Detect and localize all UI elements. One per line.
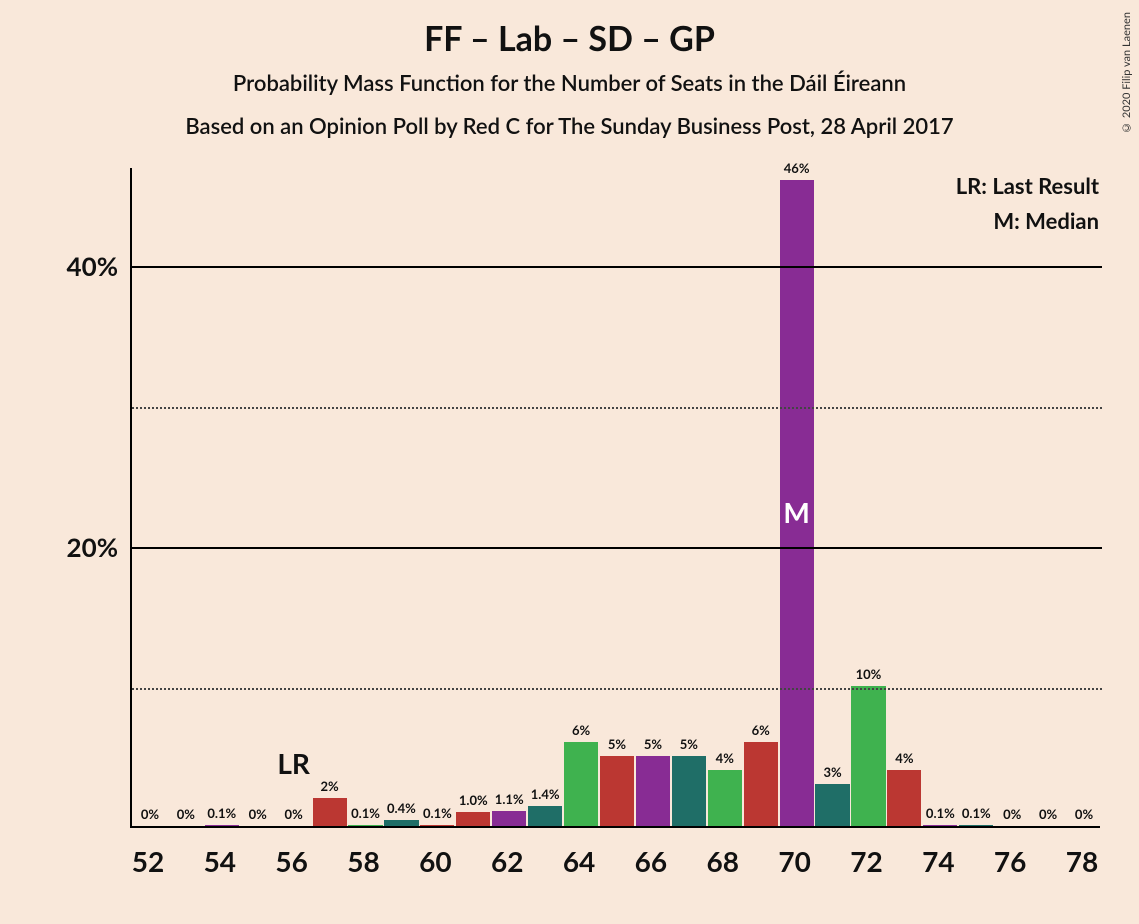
bar-seat-66 (636, 756, 670, 826)
x-tick-64: 64 (563, 844, 595, 878)
bar-seat-65 (600, 756, 634, 826)
bars-layer: 0%0%0.1%0%0%2%0.1%0.4%0.1%1.0%1.1%1.4%6%… (132, 166, 1102, 826)
x-tick-76: 76 (994, 844, 1026, 878)
bar-label-seat-72: 10% (838, 666, 898, 682)
x-tick-70: 70 (778, 844, 810, 878)
title-block: FF – Lab – SD – GP Probability Mass Func… (0, 0, 1139, 139)
median-marker: M (783, 495, 809, 529)
chart-source: Based on an Opinion Poll by Red C for Th… (0, 112, 1139, 139)
x-tick-78: 78 (1066, 844, 1098, 878)
gridline-major (132, 547, 1102, 549)
x-tick-62: 62 (491, 844, 523, 878)
plot-area: 0%0%0.1%0%0%2%0.1%0.4%0.1%1.0%1.1%1.4%6%… (130, 168, 1100, 828)
x-tick-54: 54 (204, 844, 236, 878)
x-tick-66: 66 (635, 844, 667, 878)
x-tick-60: 60 (419, 844, 451, 878)
bar-seat-62 (492, 811, 526, 826)
bar-seat-54 (205, 825, 239, 826)
y-tick-label: 40% (28, 250, 118, 282)
bar-seat-64 (564, 742, 598, 826)
x-axis: 52 54 56 58 60 62 64 66 68 70 72 74 76 78 (130, 838, 1100, 898)
x-tick-68: 68 (707, 844, 739, 878)
x-tick-56: 56 (275, 844, 307, 878)
bar-seat-63 (528, 806, 562, 826)
y-tick-label: 20% (28, 531, 118, 563)
gridline-minor (132, 407, 1102, 409)
chart-area: 0%0%0.1%0%0%2%0.1%0.4%0.1%1.0%1.1%1.4%6%… (130, 168, 1100, 828)
bar-seat-69 (744, 742, 778, 826)
bar-label-seat-70: 46% (767, 160, 827, 176)
bar-seat-58 (348, 825, 382, 826)
bar-label-seat-78: 0% (1054, 806, 1114, 822)
bar-label-seat-57: 2% (300, 778, 360, 794)
bar-seat-61 (456, 812, 490, 826)
gridline-major (132, 266, 1102, 268)
bar-seat-75 (959, 825, 993, 826)
bar-seat-60 (420, 825, 454, 826)
bar-seat-68 (708, 770, 742, 826)
bar-seat-67 (672, 756, 706, 826)
bar-seat-59 (384, 820, 418, 826)
chart-title: FF – Lab – SD – GP (0, 18, 1139, 59)
x-tick-52: 52 (132, 844, 164, 878)
gridline-minor (132, 688, 1102, 690)
bar-seat-71 (815, 784, 849, 826)
last-result-marker: LR (277, 746, 310, 780)
copyright-text: © 2020 Filip van Laenen (1120, 12, 1133, 134)
x-tick-58: 58 (347, 844, 379, 878)
chart-subtitle: Probability Mass Function for the Number… (0, 69, 1139, 96)
bar-label-seat-73: 4% (874, 750, 934, 766)
bar-seat-74 (923, 825, 957, 826)
x-tick-72: 72 (850, 844, 882, 878)
x-tick-74: 74 (922, 844, 954, 878)
